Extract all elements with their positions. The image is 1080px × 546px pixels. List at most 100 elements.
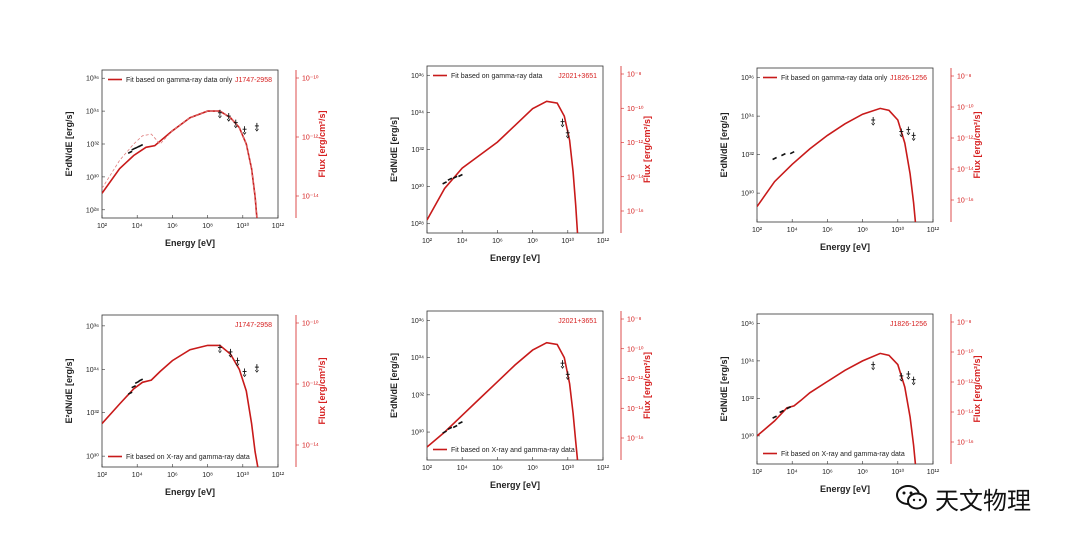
model-curve <box>102 110 258 218</box>
x-axis-label: Energy [eV] <box>165 487 215 497</box>
x-tick-label: 10¹² <box>927 227 940 234</box>
y-tick-label: 10³⁰ <box>741 190 754 198</box>
plot-area <box>427 341 579 460</box>
y-tick-label: 10³⁶ <box>411 318 424 325</box>
upper-limit-arrow <box>911 382 916 386</box>
data-point <box>442 430 447 434</box>
y-axis-label: E²dN/dE [erg/s] <box>64 111 74 176</box>
legend-label: Fit based on X-ray and gamma-ray data <box>451 447 575 454</box>
upper-limit-arrow <box>233 125 238 129</box>
x-tick-label: 10⁸ <box>202 223 213 230</box>
x-tick-label: 10⁸ <box>857 227 868 234</box>
x-axis-label: Energy [eV] <box>820 242 870 252</box>
y-tick-label: 10³² <box>412 147 425 154</box>
data-point <box>779 409 784 414</box>
right-tick-label: 10⁻¹⁰ <box>627 105 644 113</box>
source-label: J1747-2958 <box>235 322 272 329</box>
x-tick-label: 10¹² <box>597 238 610 245</box>
y-tick-label: 10²⁸ <box>86 207 99 214</box>
legend-label: Fit based on gamma-ray data only <box>126 77 233 84</box>
right-tick-label: 10⁻¹⁴ <box>302 194 319 201</box>
x-axis-label: Energy [eV] <box>490 480 540 490</box>
plot-frame <box>426 310 604 461</box>
data-point <box>781 152 786 157</box>
x-tick-label: 10² <box>97 472 108 479</box>
y-tick-label: 10³⁰ <box>411 183 424 191</box>
right-tick-label: 10⁻¹⁰ <box>957 104 974 112</box>
model-curve <box>102 344 259 467</box>
data-point <box>452 424 458 429</box>
x-tick-label: 10⁸ <box>527 238 538 245</box>
chart-panel-3: 10² 10⁴ 10⁶ 10⁸ 10¹⁰ 10¹² 10³⁰ 10³² 10³⁴ 10³⁶ 10⁻⁸… <box>719 67 982 252</box>
x-axis-label: Energy [eV] <box>165 238 215 248</box>
x-tick-label: 10⁶ <box>167 472 178 479</box>
x-tick-label: 10¹⁰ <box>236 471 249 479</box>
y-tick-label: 10³⁶ <box>741 321 754 328</box>
x-tick-label: 10¹⁰ <box>561 237 574 245</box>
right-tick-label: 10⁻¹² <box>302 135 319 142</box>
x-tick-label: 10¹⁰ <box>891 226 904 234</box>
x-tick-label: 10¹⁰ <box>236 222 249 230</box>
right-tick-label: 10⁻⁸ <box>957 74 971 81</box>
data-point <box>772 156 777 161</box>
y-tick-label: 10³⁶ <box>86 76 99 83</box>
right-axis-label: Flux [erg/cm²/s] <box>317 357 327 424</box>
upper-limit-arrow <box>255 369 259 373</box>
y-tick-label: 10³⁴ <box>411 110 424 117</box>
upper-limit-arrow <box>255 128 259 132</box>
right-axis-label: Flux [erg/cm²/s] <box>642 116 652 183</box>
upper-limit-arrow <box>218 115 222 119</box>
right-tick-label: 10⁻⁸ <box>627 72 641 79</box>
x-tick-label: 10¹⁰ <box>891 468 904 476</box>
plot-frame <box>101 69 279 219</box>
upper-limit-arrow <box>871 367 875 371</box>
upper-limit-arrow <box>560 124 565 128</box>
upper-limit-arrow <box>871 122 875 126</box>
x-axis-label: Energy [eV] <box>490 253 540 263</box>
right-tick-label: 10⁻¹⁴ <box>957 410 974 417</box>
x-tick-label: 10¹² <box>597 465 610 472</box>
y-tick-label: 10³² <box>87 410 100 417</box>
data-point <box>447 177 453 181</box>
data-point <box>458 421 463 425</box>
upper-limit-arrow <box>899 134 904 138</box>
x-tick-label: 10² <box>97 223 108 230</box>
source-label: J1747-2958 <box>235 77 272 84</box>
x-tick-label: 10⁶ <box>492 238 503 245</box>
data-point <box>134 145 140 150</box>
y-tick-label: 10³² <box>412 392 425 399</box>
y-axis-label: E²dN/dE [erg/s] <box>389 353 399 418</box>
model-curve <box>757 107 917 222</box>
chart-panel-1: 10² 10⁴ 10⁶ 10⁸ 10¹⁰ 10¹² 10²⁸ 10³⁰ 10³² 10³⁴ 10³⁶… <box>64 69 327 248</box>
right-tick-label: 10⁻¹⁰ <box>957 349 974 357</box>
plot-frame <box>756 313 934 465</box>
x-tick-label: 10⁶ <box>822 227 833 234</box>
y-tick-label: 10³⁰ <box>86 173 99 181</box>
upper-limit-arrow <box>911 138 916 142</box>
x-tick-label: 10⁶ <box>822 469 833 476</box>
x-tick-label: 10⁶ <box>167 223 178 230</box>
x-axis-label: Energy [eV] <box>820 484 870 494</box>
upper-limit-arrow <box>235 363 240 367</box>
source-label: J1826-1256 <box>890 75 927 82</box>
right-tick-label: 10⁻⁸ <box>957 320 971 327</box>
y-tick-label: 10³⁰ <box>86 453 99 461</box>
x-tick-label: 10⁴ <box>132 223 143 230</box>
y-axis-label: E²dN/dE [erg/s] <box>719 356 729 421</box>
source-label: J2021+3651 <box>558 73 597 80</box>
right-tick-label: 10⁻⁸ <box>627 317 641 324</box>
y-tick-label: 10³² <box>87 142 100 149</box>
upper-limit-arrow <box>565 377 570 380</box>
legend-label: Fit based on X-ray and gamma-ray data <box>781 451 905 458</box>
model-curve <box>427 341 579 460</box>
right-axis-label: Flux [erg/cm²/s] <box>317 110 327 177</box>
y-tick-label: 10³⁴ <box>86 109 99 116</box>
y-tick-label: 10³⁰ <box>411 429 424 437</box>
chart-panel-5: 10² 10⁴ 10⁶ 10⁸ 10¹⁰ 10¹² 10³⁰ 10³² 10³⁴ 10³⁶ 10⁻⁸… <box>389 310 652 490</box>
data-point <box>131 147 137 151</box>
x-tick-label: 10⁴ <box>787 227 798 234</box>
x-tick-label: 10¹² <box>927 469 940 476</box>
watermark-text: 天文物理 <box>935 486 1031 515</box>
x-tick-label: 10⁸ <box>527 465 538 472</box>
